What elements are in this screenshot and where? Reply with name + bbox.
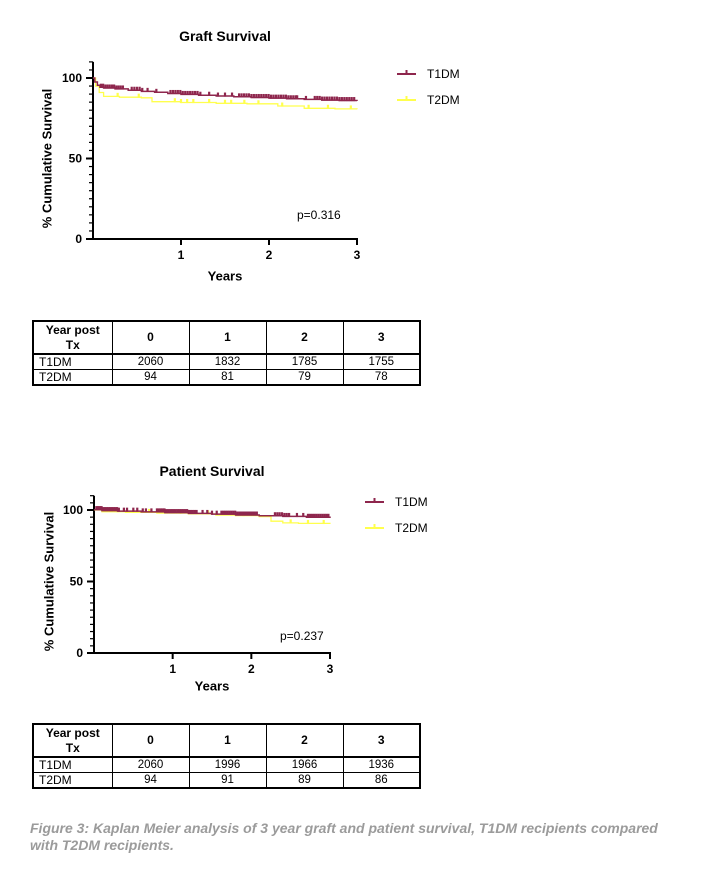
legend-label: T2DM — [427, 93, 460, 107]
risk-table-cell: 94 — [111, 369, 190, 386]
y-axis-title: % Cumulative Survival — [40, 89, 55, 228]
x-tick-label: 1 — [178, 248, 185, 262]
x-tick-label: 3 — [327, 662, 334, 676]
y-tick-label: 50 — [70, 575, 84, 589]
legend-label: T2DM — [395, 521, 428, 535]
chart-title: Patient Survival — [159, 463, 264, 479]
x-axis-title: Years — [208, 269, 243, 284]
risk-table-cell: 1996 — [188, 756, 267, 773]
graft-survival-chart: Graft Survival 0 50 100 % Cumulative Surviva… — [40, 28, 460, 284]
legend-label: T1DM — [395, 495, 428, 509]
risk-table-cell: 89 — [265, 772, 344, 789]
x-tick-label: 3 — [354, 248, 361, 262]
p-value-label: p=0.237 — [280, 629, 324, 643]
x-tick-label: 2 — [248, 662, 255, 676]
risk-table-year-header: 1 — [188, 320, 267, 355]
risk-table-cell: 2060 — [111, 353, 190, 370]
chart-title: Graft Survival — [179, 28, 271, 44]
risk-table-row-label: T2DM — [32, 369, 113, 386]
risk-table-cell: 2060 — [111, 756, 190, 773]
risk-table-cell: 86 — [342, 772, 421, 789]
risk-table-cell: 94 — [111, 772, 190, 789]
y-tick-label: 0 — [76, 646, 83, 660]
y-tick-label: 0 — [75, 232, 82, 246]
risk-table-cell: 78 — [342, 369, 421, 386]
risk-table-cell: 79 — [265, 369, 344, 386]
risk-table-year-header: 0 — [111, 723, 190, 758]
y-tick-label: 50 — [69, 152, 83, 166]
graft-survival-risk-table: Year post Tx 0 1 2 3 T1DM 2060 1832 1785 1755 T2DM… — [32, 320, 421, 386]
risk-table-year-header: 1 — [188, 723, 267, 758]
patient-survival-risk-table: Year post Tx 0 1 2 3 T1DM 2060 1996 1966 1936 T2DM… — [32, 723, 421, 789]
risk-table-header-row: Year post Tx 0 1 2 3 — [32, 320, 421, 355]
risk-table-cell: 1966 — [265, 756, 344, 773]
risk-table-cell: 1785 — [265, 353, 344, 370]
p-value-label: p=0.316 — [297, 208, 341, 222]
risk-table-cell: 91 — [188, 772, 267, 789]
risk-table-row: T2DM 94 81 79 78 — [32, 369, 421, 386]
risk-table-row-label: T1DM — [32, 353, 113, 370]
y-tick-label: 100 — [63, 503, 83, 517]
risk-table-year-header: 3 — [342, 320, 421, 355]
risk-table-year-header: 2 — [265, 320, 344, 355]
figure-caption: Figure 3: Kaplan Meier analysis of 3 yea… — [30, 820, 658, 853]
risk-table-year-header: 2 — [265, 723, 344, 758]
legend-label: T1DM — [427, 67, 460, 81]
risk-table-cell: 1832 — [188, 353, 267, 370]
risk-table-corner-header: Year post Tx — [32, 320, 113, 355]
risk-table-year-header: 3 — [342, 723, 421, 758]
risk-table-row: T2DM 94 91 89 86 — [32, 772, 421, 789]
risk-table-row-label: T2DM — [32, 772, 113, 789]
y-axis-title: % Cumulative Survival — [42, 512, 57, 651]
risk-table-year-header: 0 — [111, 320, 190, 355]
x-tick-label: 2 — [266, 248, 273, 262]
risk-table-cell: 1755 — [342, 353, 421, 370]
risk-table-cell: 81 — [188, 369, 267, 386]
risk-table-row: T1DM 2060 1996 1966 1936 — [32, 756, 421, 773]
risk-table-corner-header: Year post Tx — [32, 723, 113, 758]
risk-table-row-label: T1DM — [32, 756, 113, 773]
risk-table-row: T1DM 2060 1832 1785 1755 — [32, 353, 421, 370]
risk-table-header-row: Year post Tx 0 1 2 3 — [32, 723, 421, 758]
x-axis-title: Years — [195, 679, 230, 694]
risk-table-cell: 1936 — [342, 756, 421, 773]
patient-survival-chart: Patient Survival 0 50 100 % Cumulative Survi… — [42, 463, 428, 694]
x-tick-label: 1 — [169, 662, 176, 676]
y-tick-label: 100 — [62, 71, 82, 85]
